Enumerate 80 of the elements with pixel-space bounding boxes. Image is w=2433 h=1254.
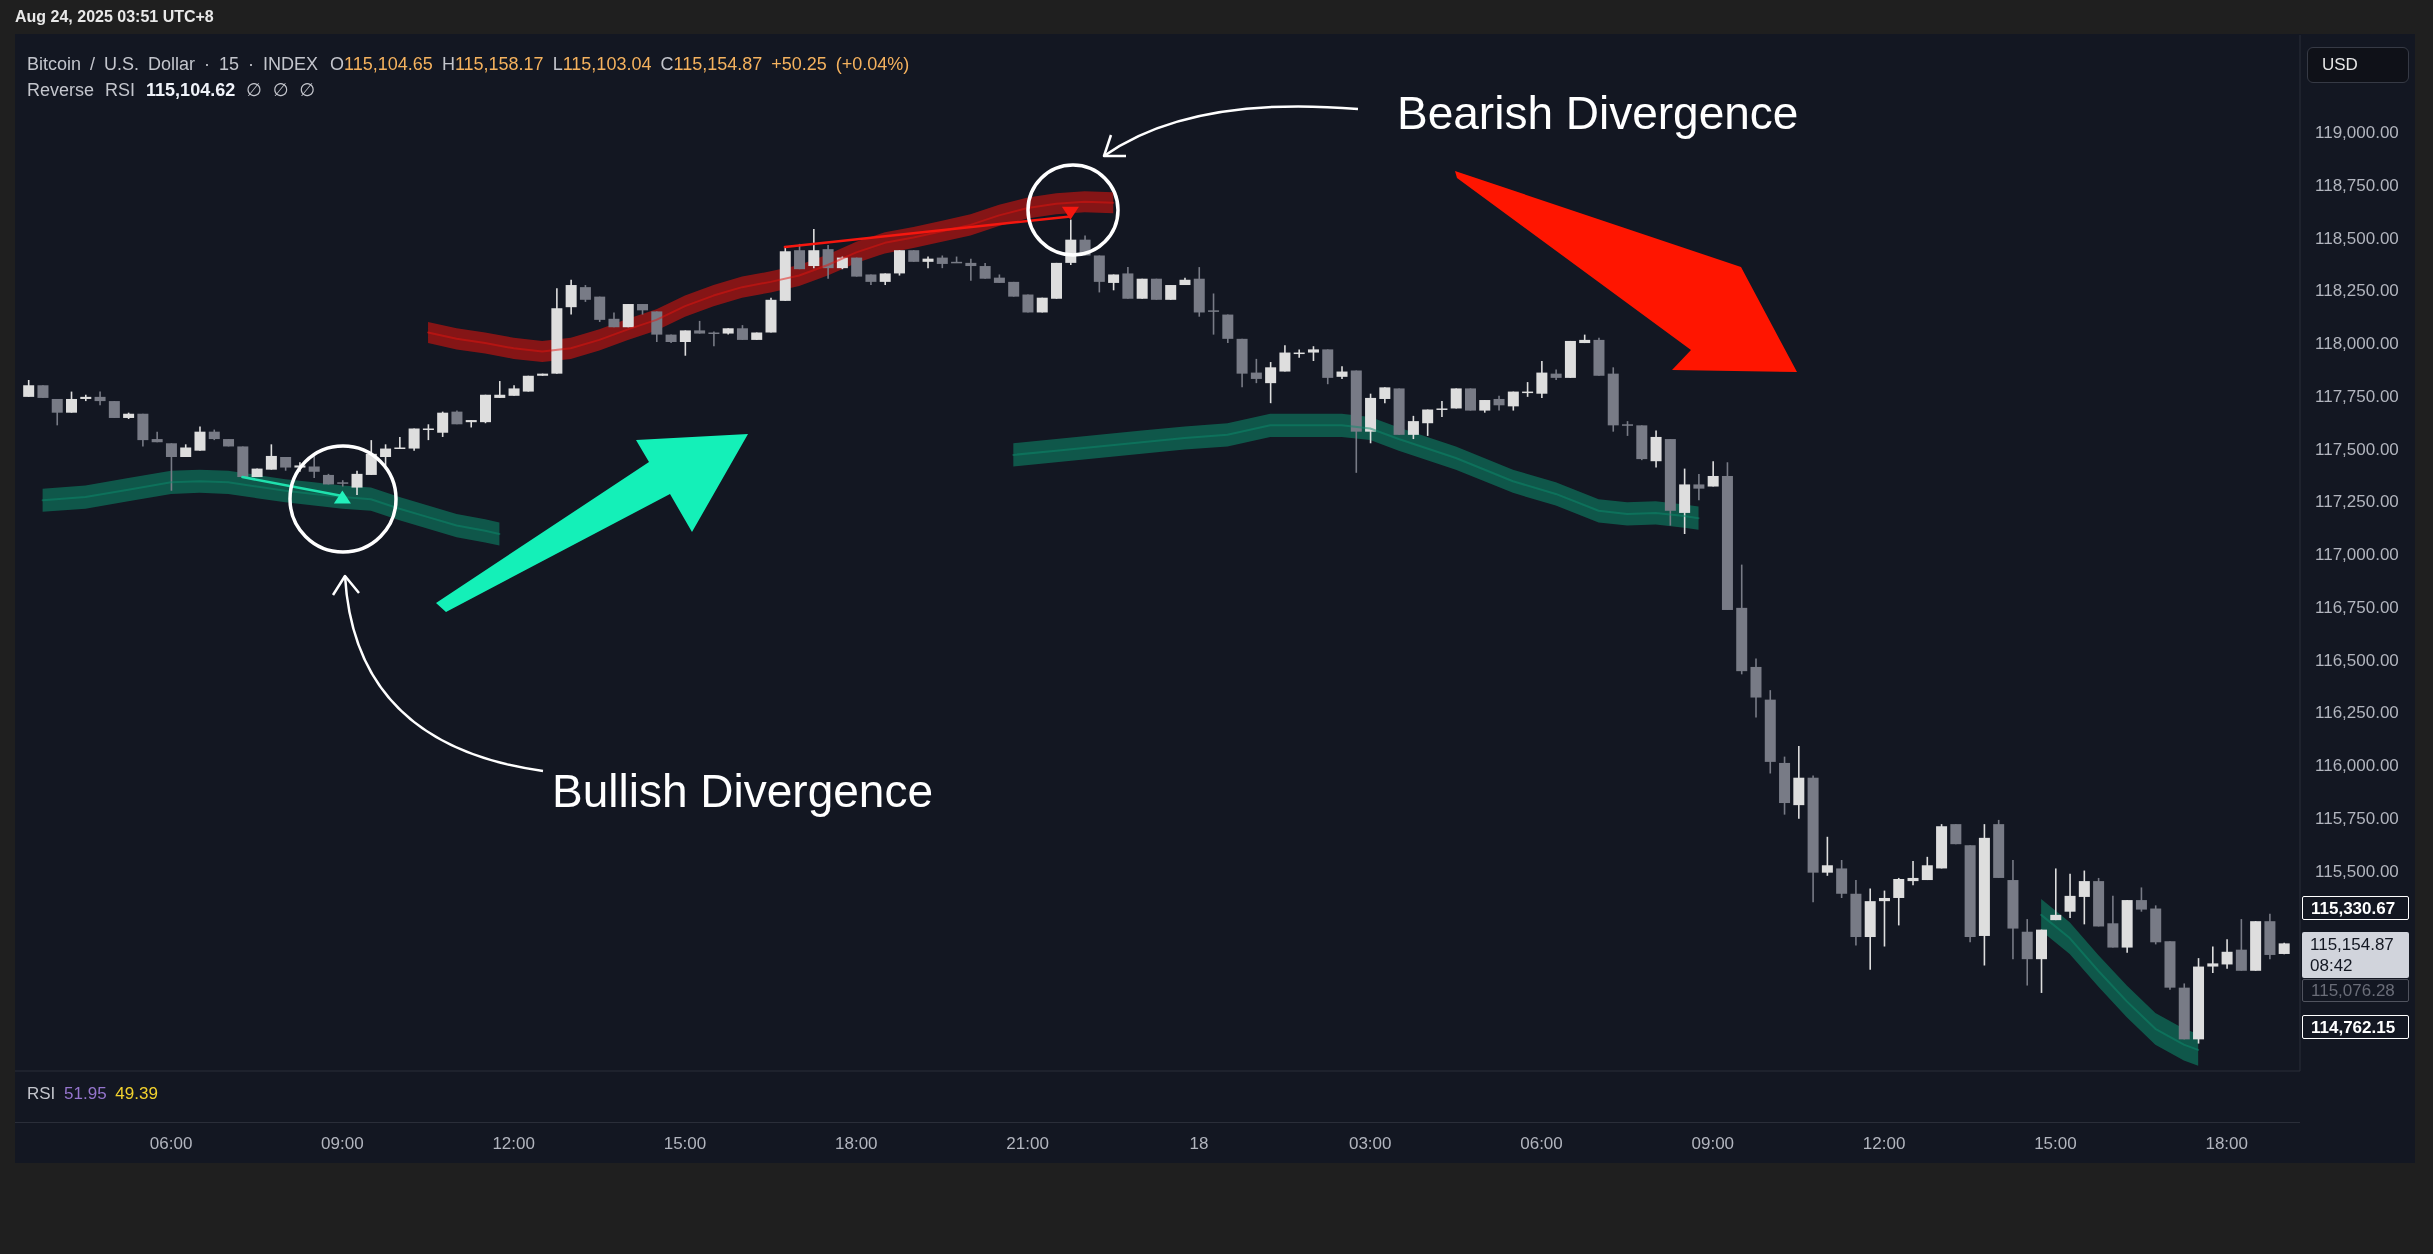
candlestick bbox=[1907, 860, 1919, 887]
candlestick bbox=[2078, 869, 2090, 926]
candlestick bbox=[808, 228, 820, 269]
y-tick-label: 118,500.00 bbox=[2315, 228, 2399, 248]
candlestick bbox=[265, 443, 277, 471]
annotation: Bullish Divergence bbox=[552, 764, 933, 819]
y-tick-label: 115,500.00 bbox=[2315, 861, 2399, 881]
text: 115,330.67 bbox=[2311, 897, 2396, 919]
x-tick-label: 18:00 bbox=[835, 1134, 878, 1154]
x-tick-label: 18:00 bbox=[2205, 1134, 2248, 1154]
candlestick bbox=[2221, 938, 2233, 970]
candlestick bbox=[194, 425, 206, 452]
candlestick bbox=[651, 310, 663, 343]
candlestick bbox=[1878, 889, 1890, 948]
text: RSI 51.95 49.39 bbox=[27, 1084, 158, 1103]
candlestick bbox=[66, 390, 78, 414]
candlestick bbox=[351, 469, 363, 496]
text: 114,762.15 bbox=[2311, 1016, 2396, 1038]
y-tick-label: 115,750.00 bbox=[2315, 808, 2399, 828]
candlestick bbox=[2050, 867, 2062, 921]
candlestick bbox=[2135, 886, 2147, 913]
x-tick-label: 12:00 bbox=[492, 1134, 535, 1154]
x-tick-label: 03:00 bbox=[1348, 1134, 1392, 1154]
y-tick-label: 118,250.00 bbox=[2315, 281, 2399, 301]
x-tick-label: 09:00 bbox=[1691, 1134, 1735, 1154]
candlestick bbox=[594, 295, 606, 323]
candlestick bbox=[1536, 360, 1548, 399]
candlestick bbox=[893, 249, 905, 277]
y-tick-label: 117,750.00 bbox=[2315, 386, 2399, 406]
candlestick bbox=[679, 329, 691, 357]
y-tick-label: 116,500.00 bbox=[2315, 650, 2399, 670]
y-tick-label: 116,750.00 bbox=[2315, 597, 2399, 617]
candlestick bbox=[1893, 877, 1905, 927]
candlestick bbox=[1407, 415, 1419, 440]
candlestick bbox=[437, 410, 449, 438]
x-tick-label: 21:00 bbox=[1006, 1134, 1049, 1154]
annotation: Reverse RSI 115,104.62 ∅ ∅ ∅ bbox=[27, 79, 316, 100]
y-tick-label: 118,750.00 bbox=[2315, 175, 2399, 195]
candlestick bbox=[1436, 400, 1448, 418]
x-tick-label: 06:00 bbox=[149, 1134, 193, 1154]
x-tick-label: 09:00 bbox=[321, 1134, 364, 1154]
text: O115,104.65 H115,158.17 L115,103.04 C115,154.87 +50.25 (+0.04%) bbox=[330, 54, 910, 74]
y-tick-label: 117,500.00 bbox=[2315, 439, 2399, 459]
y-tick-label: 117,000.00 bbox=[2315, 545, 2399, 565]
x-tick-label: 15:00 bbox=[663, 1134, 707, 1154]
candlestick bbox=[1250, 358, 1262, 384]
y-tick-label: 118,000.00 bbox=[2315, 334, 2399, 354]
candlestick bbox=[1464, 387, 1476, 412]
y-axis-title: USD bbox=[2307, 47, 2409, 83]
candlestick bbox=[965, 257, 977, 282]
candlestick bbox=[308, 453, 320, 479]
candlestick bbox=[494, 380, 506, 399]
candlestick bbox=[2207, 945, 2219, 974]
y-tick-label: 116,000.00 bbox=[2315, 756, 2399, 776]
candlestick bbox=[2064, 872, 2076, 919]
y-tick-label: 117,250.00 bbox=[2315, 492, 2399, 512]
candlestick bbox=[165, 442, 177, 492]
text: 115,154.87 08:42 bbox=[2310, 934, 2394, 976]
candlestick bbox=[822, 244, 834, 280]
candlestick bbox=[337, 479, 349, 488]
candlestick bbox=[1265, 361, 1277, 404]
candlestick bbox=[51, 398, 63, 427]
candlestick bbox=[565, 278, 577, 316]
y-tick-label: 116,250.00 bbox=[2315, 703, 2399, 723]
candlestick bbox=[1693, 473, 1705, 502]
annotation: Bearish Divergence bbox=[1397, 86, 1799, 141]
candlestick bbox=[1422, 408, 1434, 437]
text: Bitcoin / U.S. Dollar · 15 · INDEX bbox=[27, 54, 319, 75]
y-tick-label: 119,000.00 bbox=[2315, 123, 2399, 143]
candlestick bbox=[1208, 292, 1220, 336]
text: 115,076.28 bbox=[2311, 980, 2395, 1001]
candlestick bbox=[1279, 344, 1291, 373]
x-tick-label: 15:00 bbox=[2034, 1134, 2077, 1154]
candlestick bbox=[2235, 918, 2247, 972]
x-tick-label: 06:00 bbox=[1520, 1134, 1563, 1154]
x-tick-label: 12:00 bbox=[1862, 1134, 1906, 1154]
x-tick-label: 18 bbox=[1189, 1134, 1209, 1154]
candlestick bbox=[1821, 835, 1833, 877]
candlestick bbox=[1707, 460, 1719, 488]
text: Aug 24, 2025 03:51 UTC+8 bbox=[15, 7, 214, 27]
